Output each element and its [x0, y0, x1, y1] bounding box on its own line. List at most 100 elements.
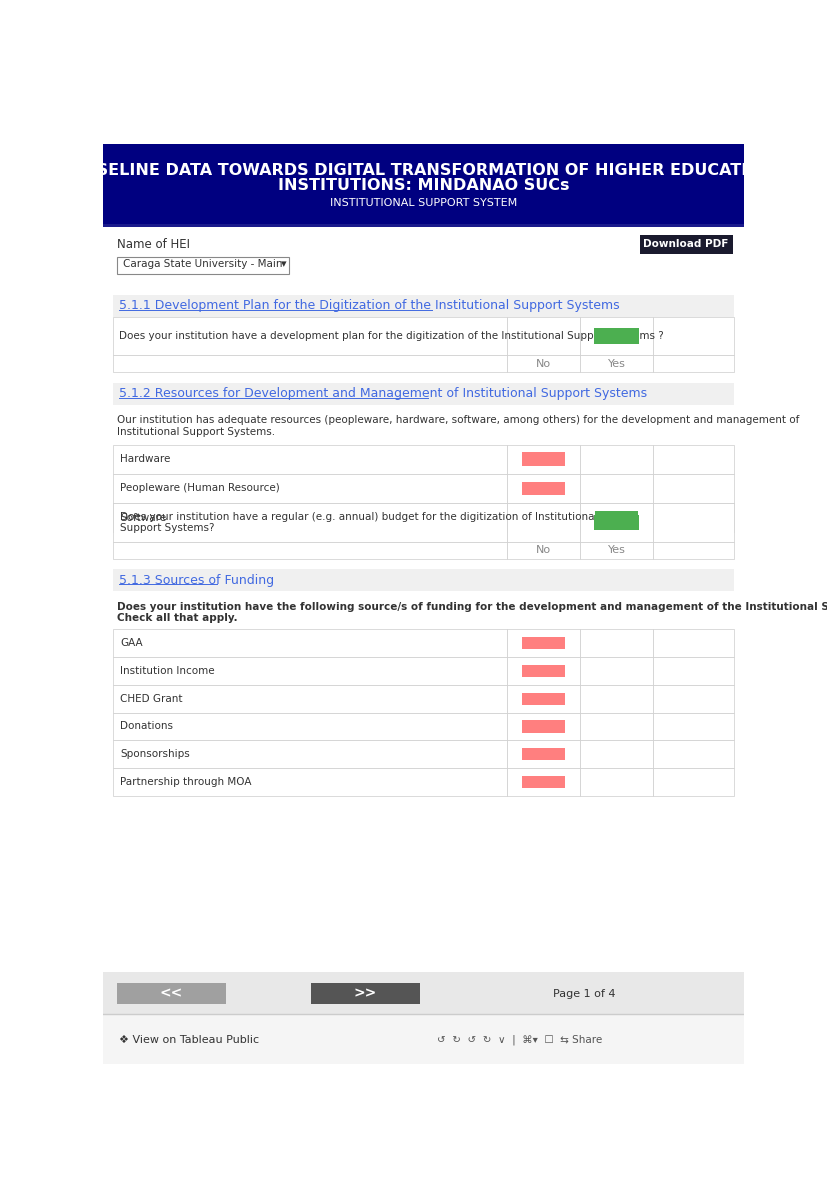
Text: Does your institution have the following source/s of funding for the development: Does your institution have the following…: [117, 602, 827, 623]
Bar: [507, 768, 580, 795]
Text: 5.1.2 Resources for Development and Management of Institutional Support Systems: 5.1.2 Resources for Development and Mana…: [119, 388, 647, 401]
Bar: [113, 445, 507, 474]
Bar: [653, 685, 734, 713]
Bar: [653, 657, 734, 685]
Bar: [113, 317, 507, 355]
Bar: [653, 713, 734, 740]
Bar: [653, 355, 734, 372]
Bar: [117, 983, 226, 1005]
Text: ▾: ▾: [281, 260, 287, 269]
Bar: [507, 542, 580, 559]
Text: Caraga State University - Main: Caraga State University - Main: [122, 260, 282, 269]
Bar: [523, 776, 565, 788]
Bar: [113, 629, 507, 657]
Text: Sponsorships: Sponsorships: [121, 749, 190, 759]
Text: CHED Grant: CHED Grant: [121, 694, 183, 703]
Bar: [580, 657, 653, 685]
Bar: [653, 740, 734, 768]
Text: <<: <<: [160, 987, 184, 1001]
Bar: [523, 637, 565, 649]
Bar: [580, 713, 653, 740]
Text: Name of HEI: Name of HEI: [117, 238, 190, 251]
Text: No: No: [536, 359, 551, 368]
Text: Donations: Donations: [121, 721, 174, 732]
Bar: [523, 482, 565, 495]
Bar: [653, 474, 734, 504]
Bar: [653, 768, 734, 795]
Text: INSTITUTIONAL SUPPORT SYSTEM: INSTITUTIONAL SUPPORT SYSTEM: [330, 197, 517, 208]
Text: >>: >>: [354, 987, 377, 1001]
Text: Download PDF: Download PDF: [643, 239, 729, 250]
Bar: [580, 445, 653, 474]
Text: Yes: Yes: [608, 545, 625, 555]
Bar: [653, 445, 734, 474]
Bar: [507, 317, 580, 355]
Bar: [653, 504, 734, 532]
Text: 5.1.3 Sources of Funding: 5.1.3 Sources of Funding: [119, 574, 274, 586]
Bar: [113, 542, 507, 559]
Bar: [113, 569, 734, 591]
Bar: [523, 452, 565, 466]
Bar: [113, 383, 734, 404]
Text: INSTITUTIONS: MINDANAO SUCs: INSTITUTIONS: MINDANAO SUCs: [278, 178, 569, 194]
Bar: [507, 685, 580, 713]
Bar: [595, 511, 638, 525]
Bar: [523, 665, 565, 677]
Bar: [580, 504, 653, 532]
Bar: [523, 748, 565, 761]
Bar: [580, 629, 653, 657]
Bar: [507, 355, 580, 372]
Bar: [580, 317, 653, 355]
Bar: [580, 355, 653, 372]
Text: No: No: [536, 545, 551, 555]
Bar: [507, 740, 580, 768]
Bar: [580, 685, 653, 713]
Bar: [594, 329, 639, 343]
Bar: [311, 983, 419, 1005]
Text: Institution Income: Institution Income: [121, 666, 215, 676]
Bar: [113, 768, 507, 795]
Bar: [113, 355, 507, 372]
Text: Page 1 of 4: Page 1 of 4: [553, 989, 615, 999]
Bar: [523, 720, 565, 733]
Bar: [117, 257, 289, 274]
Bar: [507, 504, 580, 532]
Text: BASELINE DATA TOWARDS DIGITAL TRANSFORMATION OF HIGHER EDUCATION: BASELINE DATA TOWARDS DIGITAL TRANSFORMA…: [72, 163, 775, 178]
Text: Yes: Yes: [608, 359, 625, 368]
Text: Hardware: Hardware: [121, 454, 171, 464]
Text: Does your institution have a regular (e.g. annual) budget for the digitization o: Does your institution have a regular (e.…: [121, 512, 598, 533]
Bar: [653, 542, 734, 559]
Bar: [113, 657, 507, 685]
Bar: [507, 629, 580, 657]
Text: ↺  ↻  ↺  ↻  ∨  |  ⌘▾  ☐  ⇆ Share: ↺ ↻ ↺ ↻ ∨ | ⌘▾ ☐ ⇆ Share: [437, 1035, 602, 1045]
Bar: [580, 474, 653, 504]
Bar: [113, 504, 507, 542]
Bar: [507, 713, 580, 740]
Bar: [113, 713, 507, 740]
Bar: [113, 295, 734, 317]
Bar: [653, 317, 734, 355]
Text: Does your institution have a development plan for the digitization of the Instit: Does your institution have a development…: [119, 331, 663, 341]
Bar: [113, 504, 507, 532]
Text: 5.1.1 Development Plan for the Digitization of the Institutional Support Systems: 5.1.1 Development Plan for the Digitizat…: [119, 299, 619, 312]
Text: Peopleware (Human Resource): Peopleware (Human Resource): [121, 483, 280, 494]
Bar: [580, 768, 653, 795]
Bar: [594, 514, 639, 530]
Bar: [523, 692, 565, 704]
Text: Partnership through MOA: Partnership through MOA: [121, 777, 252, 787]
Bar: [639, 236, 733, 254]
Bar: [113, 474, 507, 504]
Bar: [103, 225, 744, 227]
Bar: [580, 542, 653, 559]
Text: GAA: GAA: [121, 639, 143, 648]
Text: Software: Software: [121, 513, 166, 523]
Text: ❖ View on Tableau Public: ❖ View on Tableau Public: [119, 1035, 259, 1045]
Text: Our institution has adequate resources (peopleware, hardware, software, among ot: Our institution has adequate resources (…: [117, 415, 800, 437]
Bar: [103, 1014, 744, 1064]
Bar: [103, 144, 744, 225]
Bar: [507, 474, 580, 504]
Bar: [507, 657, 580, 685]
Bar: [507, 504, 580, 542]
Bar: [653, 629, 734, 657]
Bar: [113, 740, 507, 768]
